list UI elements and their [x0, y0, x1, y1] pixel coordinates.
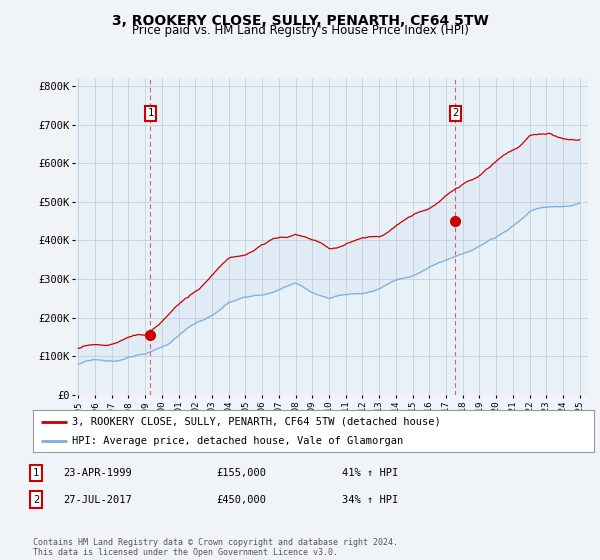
- Text: 34% ↑ HPI: 34% ↑ HPI: [342, 494, 398, 505]
- Text: 27-JUL-2017: 27-JUL-2017: [63, 494, 132, 505]
- Text: HPI: Average price, detached house, Vale of Glamorgan: HPI: Average price, detached house, Vale…: [72, 436, 404, 446]
- Text: £155,000: £155,000: [216, 468, 266, 478]
- Text: 3, ROOKERY CLOSE, SULLY, PENARTH, CF64 5TW (detached house): 3, ROOKERY CLOSE, SULLY, PENARTH, CF64 5…: [72, 417, 441, 427]
- Text: 2: 2: [452, 108, 458, 118]
- Text: 3, ROOKERY CLOSE, SULLY, PENARTH, CF64 5TW: 3, ROOKERY CLOSE, SULLY, PENARTH, CF64 5…: [112, 14, 488, 28]
- Text: 1: 1: [33, 468, 39, 478]
- Text: £450,000: £450,000: [216, 494, 266, 505]
- Text: Contains HM Land Registry data © Crown copyright and database right 2024.
This d: Contains HM Land Registry data © Crown c…: [33, 538, 398, 557]
- Text: 41% ↑ HPI: 41% ↑ HPI: [342, 468, 398, 478]
- Text: 2: 2: [33, 494, 39, 505]
- Text: Price paid vs. HM Land Registry's House Price Index (HPI): Price paid vs. HM Land Registry's House …: [131, 24, 469, 37]
- Text: 23-APR-1999: 23-APR-1999: [63, 468, 132, 478]
- Text: 1: 1: [147, 108, 154, 118]
